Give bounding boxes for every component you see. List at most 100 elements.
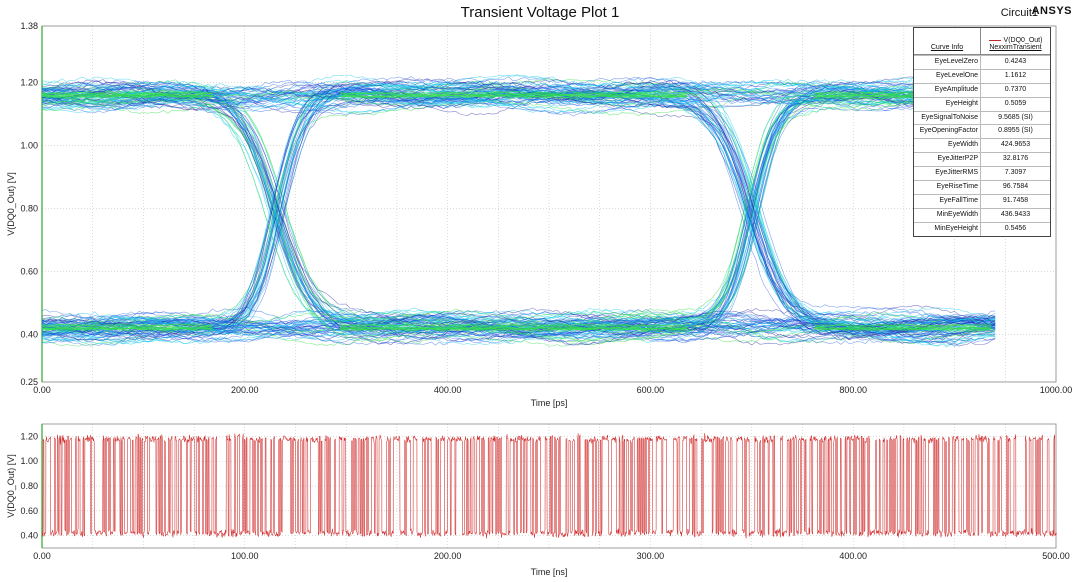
eye-trace: [41, 90, 996, 344]
bit-stream-trace: [41, 433, 1057, 539]
metric-value: 32.8176: [980, 153, 1050, 167]
metric-name: EyeLevelOne: [935, 71, 978, 79]
x-tick-label: 300.00: [637, 551, 665, 561]
x-tick-label: 400.00: [839, 551, 867, 561]
metric-value: 0.5456: [980, 222, 1050, 236]
x-tick-label: 500.00: [1042, 551, 1070, 561]
eye-trace: [41, 97, 996, 339]
x-tick-label: 400.00: [434, 385, 462, 395]
eye-trace: [41, 89, 996, 341]
x-tick-label: 1000.00: [1040, 385, 1073, 395]
eye-core-bands: [41, 90, 992, 332]
y-tick-label: 1.38: [20, 21, 38, 31]
eye-trace: [41, 95, 996, 344]
x-tick-label: 200.00: [434, 551, 462, 561]
eye-trace: [41, 92, 996, 339]
eye-trace: [41, 79, 996, 330]
eye-trace: [41, 87, 996, 339]
table-row: EyeLevelOne 1.1612: [914, 68, 1050, 83]
trace-swatch-icon: [988, 39, 1001, 41]
eye-trace: [41, 81, 996, 344]
table-body: EyeLevelZero 0.4243 EyeLevelOne 1.1612 EyeAm…: [914, 55, 1050, 236]
eye-trace: [41, 87, 996, 340]
eye-trace: [41, 81, 996, 105]
eye-trace: [41, 82, 996, 339]
eye-trace: [41, 78, 996, 336]
eye-trace: [41, 79, 996, 343]
eye-core-trace: [41, 322, 992, 328]
curve-info-table[interactable]: Curve Info V(DQ0_Out) NexximTransient Ey…: [913, 27, 1051, 237]
eye-trace: [41, 87, 996, 333]
table-row: EyeOpeningFactor 0.8955 (SI): [914, 124, 1050, 139]
eye-trace: [41, 88, 996, 344]
y-tick-label: 0.40: [20, 531, 38, 541]
eye-trace: [41, 96, 996, 328]
x-tick-label: 200.00: [231, 385, 259, 395]
eye-trace: [41, 85, 996, 346]
y-tick-label: 0.60: [20, 267, 38, 277]
eye-trace: [41, 81, 996, 327]
eye-trace: [41, 82, 996, 346]
eye-trace: [41, 74, 996, 345]
eye-trace: [41, 78, 996, 336]
x-tick-label: 800.00: [839, 385, 867, 395]
eye-trace: [41, 88, 996, 328]
eye-trace: [41, 79, 996, 344]
eye-trace: [41, 85, 996, 323]
eye-trace: [41, 83, 996, 336]
trace-header: V(DQ0_Out) NexximTransient: [980, 28, 1050, 54]
metric-value: 424.9653: [980, 139, 1050, 153]
eye-trace: [41, 92, 996, 331]
eye-trace: [41, 87, 996, 341]
eye-trace: [41, 82, 996, 331]
eye-trace: [41, 95, 996, 340]
y-tick-label: 0.80: [20, 204, 38, 214]
eye-trace: [41, 95, 996, 335]
eye-trace: [41, 89, 996, 338]
metric-value: 1.1612: [980, 69, 1050, 83]
curve-info-header: Curve Info: [930, 44, 964, 51]
eye-trace: [41, 86, 996, 328]
eye-trace: [41, 90, 996, 343]
eye-trace: [41, 84, 996, 331]
eye-trace: [41, 87, 996, 346]
y-axis-label: V(DQ0_Out) [V]: [6, 172, 16, 236]
eye-core-trace: [41, 326, 992, 332]
eye-trace: [41, 79, 996, 347]
grid-lines: [41, 424, 1057, 548]
eye-trace: [41, 84, 996, 343]
x-axis-label: Time [ps]: [531, 398, 568, 408]
eye-trace: [41, 86, 996, 335]
metric-value: 9.5685 (SI): [980, 111, 1050, 125]
eye-trace: [41, 90, 996, 337]
eye-trace: [41, 88, 996, 334]
eye-trace: [41, 86, 996, 344]
table-row: EyeSignalToNoise 9.5685 (SI): [914, 110, 1050, 125]
eye-trace: [41, 89, 996, 336]
metric-name: EyeJitterP2P: [937, 155, 978, 163]
eye-trace: [41, 86, 996, 335]
eye-trace: [41, 85, 996, 331]
plot-title: Transient Voltage Plot 1: [460, 4, 620, 21]
eye-trace: [41, 78, 996, 330]
eye-trace: [41, 83, 996, 331]
eye-trace: [41, 80, 996, 336]
table-row: MinEyeHeight 0.5456: [914, 221, 1050, 236]
metric-name: EyeOpeningFactor: [919, 127, 978, 135]
eye-trace: [41, 90, 996, 338]
eye-trace: [41, 80, 996, 334]
table-row: EyeJitterP2P 32.8176: [914, 152, 1050, 167]
y-tick-label: 1.00: [20, 456, 38, 466]
eye-trace: [41, 79, 996, 330]
eye-trace: [41, 80, 996, 338]
eye-trace: [41, 83, 996, 334]
table-header: Curve Info V(DQ0_Out) NexximTransient: [914, 28, 1050, 55]
metric-value: 0.7370: [980, 83, 1050, 97]
table-row: EyeWidth 424.9653: [914, 138, 1050, 153]
x-axis-label: Time [ns]: [531, 567, 568, 577]
metric-value: 0.4243: [980, 56, 1050, 69]
eye-trace: [41, 89, 996, 331]
eye-trace: [41, 80, 996, 345]
circuit-name: Circuit1: [1000, 7, 1038, 19]
